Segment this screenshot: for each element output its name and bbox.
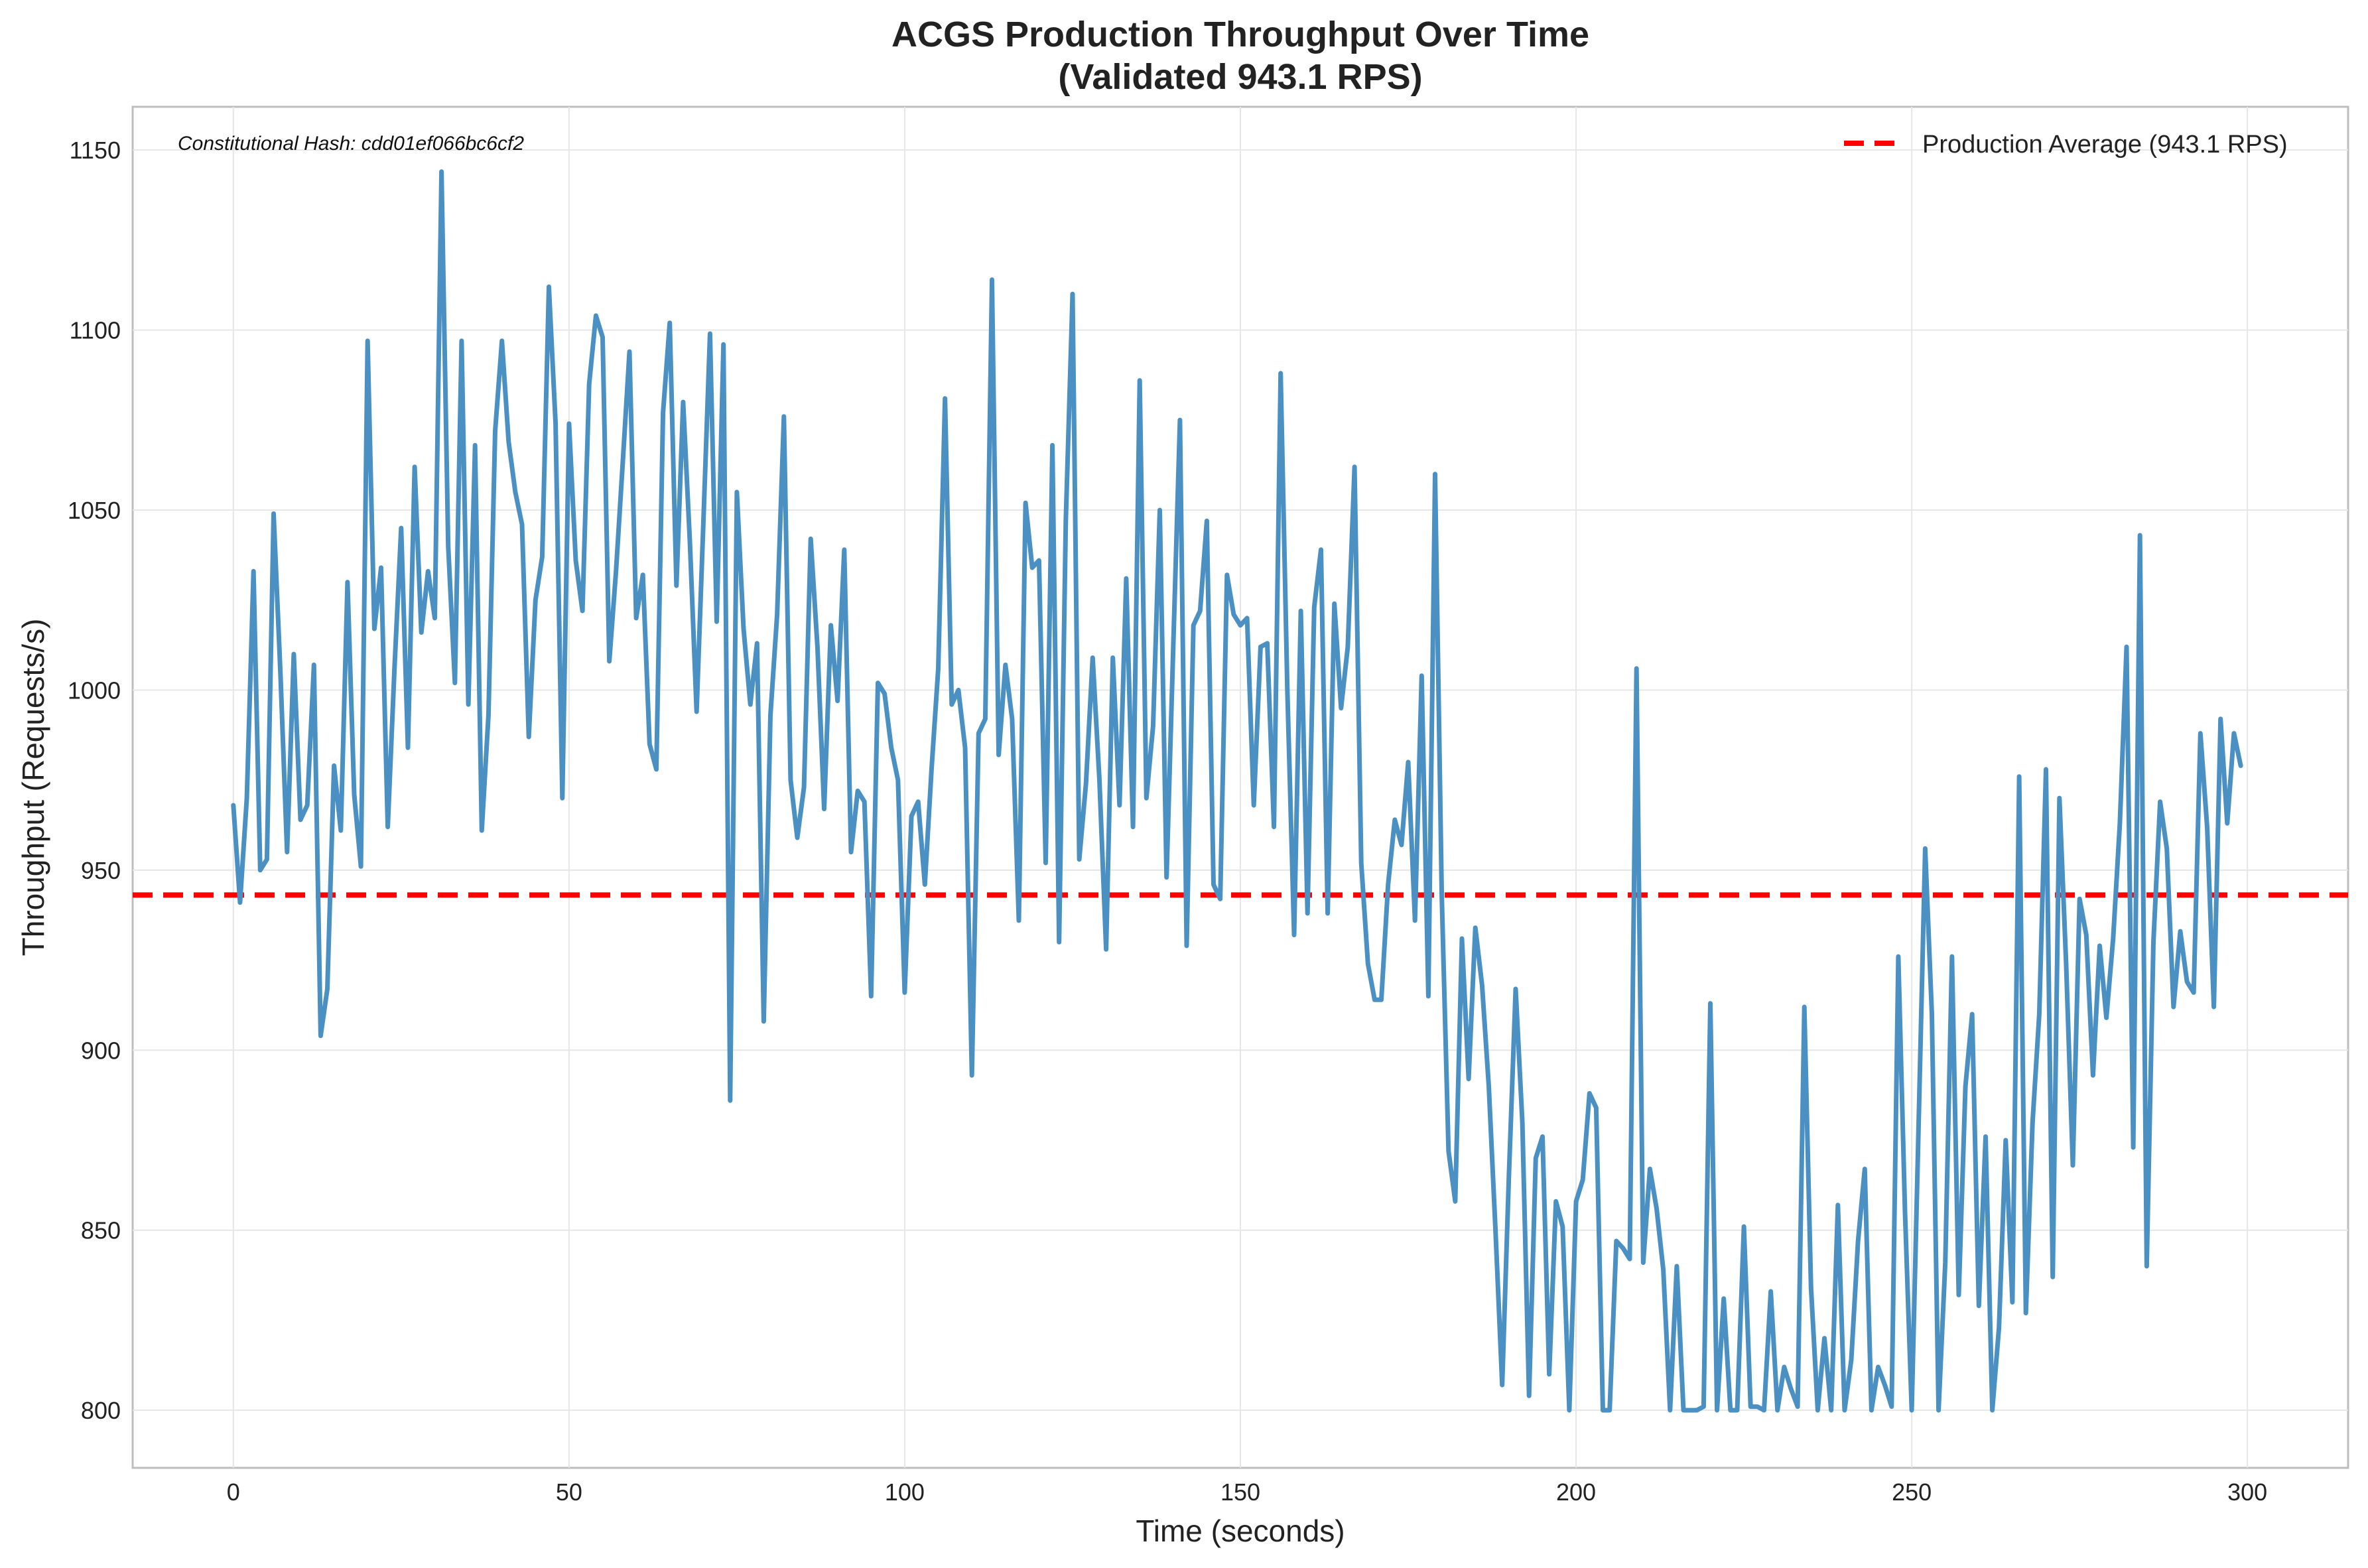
x-tick-label: 50	[556, 1478, 582, 1506]
chart-title: ACGS Production Throughput Over Time	[891, 15, 1589, 54]
y-tick-labels: 800 850 900 950 1000 1050 1100 1150	[68, 137, 121, 1424]
x-tick-label: 0	[227, 1478, 240, 1506]
y-tick-label: 1150	[70, 137, 121, 164]
x-tick-label: 300	[2227, 1478, 2267, 1506]
y-tick-label: 1100	[70, 317, 121, 344]
y-axis-label: Throughput (Requests/s)	[16, 619, 50, 956]
y-tick-label: 800	[81, 1397, 121, 1424]
y-tick-label: 850	[81, 1217, 121, 1244]
y-tick-label: 900	[81, 1037, 121, 1064]
chart-subtitle: (Validated 943.1 RPS)	[1058, 57, 1422, 97]
y-tick-label: 1000	[68, 677, 121, 704]
x-tick-label: 250	[1892, 1478, 1932, 1506]
constitutional-hash-annotation: Constitutional Hash: cdd01ef066bc6cf2	[178, 133, 524, 155]
x-tick-label: 100	[885, 1478, 925, 1506]
grid-layer	[133, 107, 2348, 1468]
throughput-series-line	[231, 169, 2243, 1413]
legend-label-average: Production Average (943.1 RPS)	[1922, 131, 2288, 159]
y-tick-label: 1050	[68, 497, 121, 524]
x-tick-label: 150	[1220, 1478, 1260, 1506]
x-tick-labels: 0 50 100 150 200 250 300	[227, 1478, 2267, 1506]
x-axis-label: Time (seconds)	[1136, 1514, 1345, 1548]
x-tick-label: 200	[1556, 1478, 1596, 1506]
legend: Production Average (943.1 RPS)	[1844, 131, 2288, 159]
y-tick-label: 950	[81, 857, 121, 884]
